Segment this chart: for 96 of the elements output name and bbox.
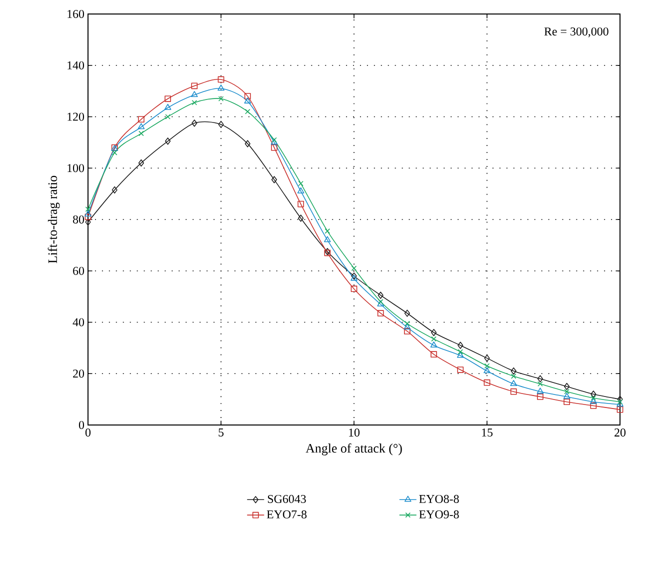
point [84,214,92,220]
point [458,342,464,349]
point [85,206,91,212]
point [536,388,544,394]
point [484,363,490,369]
point [484,367,490,374]
point [350,286,358,292]
point [191,82,198,90]
point [617,396,623,403]
point [616,406,624,413]
y-tick-label: 160 [68,10,84,18]
point [138,123,145,130]
y-tick-label: 40 [72,318,84,326]
legend-label: EYO7-8 [266,510,307,518]
point [431,328,437,336]
point [244,108,250,114]
point [298,214,304,222]
point [457,366,464,373]
point [218,76,224,83]
point [351,266,357,271]
y-tick-label: 120 [68,112,84,121]
point [298,180,304,186]
point [404,310,410,317]
point [564,388,570,394]
point [138,116,144,122]
x-tick-label: 10 [349,428,360,437]
point [192,120,198,127]
point [510,374,516,379]
point [244,93,251,100]
point [324,236,331,242]
y-tick-label: 20 [73,370,84,378]
point [218,120,224,128]
point [484,354,490,362]
y-axis-title: Lift-to-drag ratio [48,176,60,264]
point [590,395,596,401]
point [164,96,171,102]
point [590,402,597,409]
point [271,176,277,184]
point [112,150,118,156]
y-tick-label: 80 [72,215,84,224]
point [430,351,437,358]
y-tick-label: 60 [73,266,84,275]
point [431,336,436,342]
point [218,84,224,91]
legend-label: EYO8-8 [419,494,459,503]
point [537,375,543,382]
point [190,91,198,98]
point [297,187,304,194]
point [456,352,464,358]
legend-label: SG6043 [268,494,306,503]
point [244,97,252,104]
y-tick-label: 100 [68,164,84,172]
point [404,320,410,326]
point [138,130,144,136]
point [430,341,438,348]
point [404,323,411,330]
point [271,144,278,151]
point [350,274,358,281]
point [112,186,118,194]
point [537,394,544,400]
point [510,388,517,395]
annotation: Re = 300,000 [544,27,608,38]
point [165,114,170,120]
point [404,328,410,334]
legend-label: EYO9-8 [419,510,459,518]
point [590,390,596,398]
point [510,367,516,375]
point [378,292,384,299]
point [192,100,198,106]
point [85,218,91,226]
point [164,104,172,110]
y-tick-label: 140 [68,61,84,70]
x-tick-label: 5 [218,428,224,436]
point [298,200,304,208]
x-tick-label: 20 [614,428,626,437]
x-tick-label: 0 [85,428,91,437]
point [484,379,490,386]
point [458,349,464,354]
point [218,96,224,102]
point [538,381,543,387]
x-axis-title: Angle of attack (°) [306,443,402,456]
point [138,159,144,167]
point [324,228,330,234]
point [244,140,250,148]
point [564,382,570,390]
point [84,210,92,216]
x-tick-label: 15 [482,428,493,437]
point [351,272,357,280]
point [377,310,384,316]
point [165,138,171,145]
point [270,138,278,145]
y-tick-label: 0 [78,420,84,430]
point [564,398,570,406]
point [563,392,570,399]
point [510,380,518,386]
point [590,398,597,404]
